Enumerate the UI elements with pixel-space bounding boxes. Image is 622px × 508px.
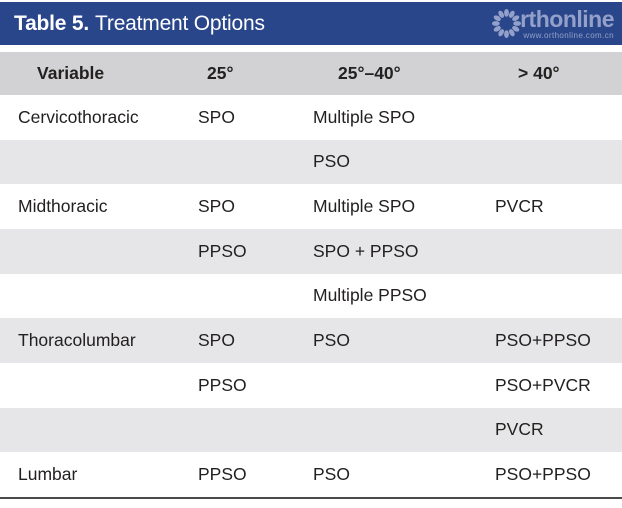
table-row: PPSO SPO + PPSO (0, 229, 622, 274)
header-cell-gt-40: > 40° (518, 63, 560, 83)
table-row: Lumbar PPSO PSO PSO+PPSO (0, 452, 622, 497)
header-cell-25-40: 25°–40° (338, 63, 401, 83)
table-row: Multiple PPSO (0, 274, 622, 319)
cell-25-40: PSO (313, 330, 350, 351)
cell-gt-40: PSO+PPSO (495, 464, 591, 485)
cell-25-40: Multiple PPSO (313, 285, 427, 306)
table-row: PPSO PSO+PVCR (0, 363, 622, 408)
header-cell-variable: Variable (37, 63, 105, 83)
cell-gt-40: PVCR (495, 419, 544, 440)
treatment-options-table: Variable 25° 25°–40° > 40° Cervicothorac… (0, 52, 622, 499)
cell-variable: Cervicothoracic (18, 106, 139, 127)
gear-swirl-icon (488, 5, 525, 42)
cell-variable: Lumbar (18, 464, 78, 485)
table-title: Table 5. Treatment Options (14, 12, 265, 36)
logo-url-text: www.orthonline.com.cn (523, 30, 614, 40)
cell-variable: Midthoracic (18, 196, 108, 217)
cell-variable: Thoracolumbar (18, 330, 136, 351)
table-label: Table 5. (14, 11, 90, 35)
cell-25: SPO (198, 196, 235, 217)
table-row: Thoracolumbar SPO PSO PSO+PPSO (0, 318, 622, 363)
cell-25-40: PSO (313, 464, 350, 485)
table-body: Cervicothoracic SPO Multiple SPO PSO Mid… (0, 95, 622, 499)
header-cell-25: 25° (207, 63, 234, 83)
cell-25: PPSO (198, 464, 247, 485)
cell-25-40: Multiple SPO (313, 196, 416, 217)
cell-25: SPO (198, 106, 235, 127)
table-row: Midthoracic SPO Multiple SPO PVCR (0, 184, 622, 229)
column-header-row: Variable 25° 25°–40° > 40° (0, 52, 622, 95)
cell-25-40: PSO (313, 151, 350, 172)
cell-gt-40: PSO+PVCR (495, 374, 591, 395)
title-bar: Table 5. Treatment Options (0, 2, 622, 45)
table-row: PSO (0, 139, 622, 185)
cell-25-40: SPO + PPSO (313, 240, 419, 261)
table-row: Cervicothoracic SPO Multiple SPO (0, 95, 622, 140)
cell-25: SPO (198, 330, 235, 351)
cell-25: PPSO (198, 240, 247, 261)
cell-gt-40: PSO+PPSO (495, 330, 591, 351)
cell-25: PPSO (198, 374, 247, 395)
logo-brand-text: rthonline (520, 5, 614, 32)
cell-25-40: Multiple SPO (313, 106, 416, 127)
orthonline-logo: rthonline www.orthonline.com.cn (488, 5, 614, 42)
cell-gt-40: PVCR (495, 196, 544, 217)
table-row: PVCR (0, 407, 622, 453)
table-title-text: Treatment Options (95, 11, 265, 35)
